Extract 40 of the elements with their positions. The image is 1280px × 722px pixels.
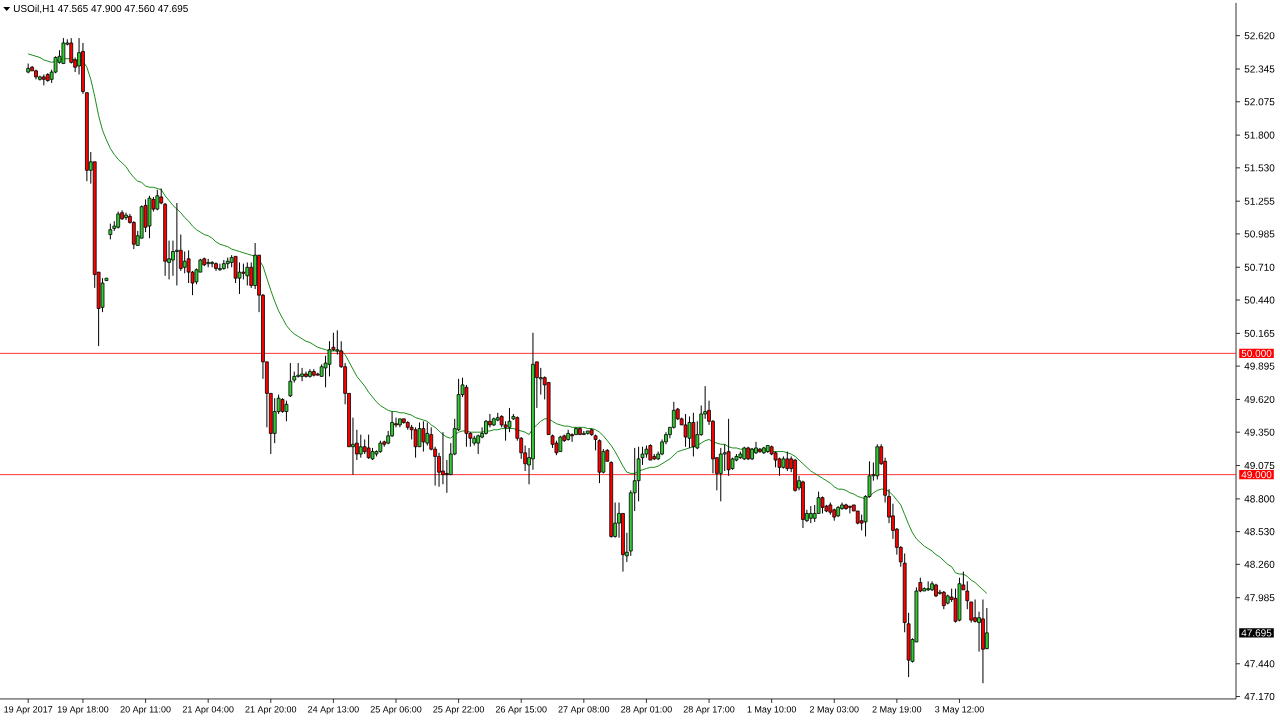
y-tick-label: 48.530 <box>1244 528 1275 536</box>
y-tick-label: 49.620 <box>1244 395 1275 403</box>
x-tick-label: 2 May 03:00 <box>809 706 859 715</box>
y-tick-label: 49.350 <box>1244 428 1275 436</box>
y-tick-label: 47.170 <box>1244 692 1275 701</box>
y-tick-label: 50.985 <box>1244 230 1275 238</box>
x-tick-label: 21 Apr 20:00 <box>245 706 297 715</box>
y-tick-label: 50.710 <box>1244 263 1275 271</box>
x-tick-label: 21 Apr 04:00 <box>182 706 234 715</box>
y-tick-label: 48.800 <box>1244 495 1275 503</box>
x-tick-label: 3 May 12:00 <box>935 706 984 715</box>
y-tick-label: 47.440 <box>1244 660 1275 668</box>
y-tick-label: 51.800 <box>1244 131 1275 139</box>
y-tick-label: 50.440 <box>1244 296 1275 304</box>
y-tick-label: 52.075 <box>1244 98 1275 106</box>
chart-title: USOil,H1 47.565 47.900 47.560 47.695 <box>13 4 188 14</box>
y-tick-label: 51.530 <box>1244 164 1275 172</box>
y-tick-label: 52.620 <box>1244 32 1275 40</box>
x-tick-label: 28 Apr 01:00 <box>621 706 672 715</box>
x-tick-label: 19 Apr 2017 <box>4 706 53 715</box>
y-tick-label: 50.165 <box>1244 329 1275 337</box>
y-tick-label: 51.255 <box>1244 197 1275 205</box>
x-tick-label: 28 Apr 17:00 <box>683 706 735 715</box>
y-tick-label: 49.895 <box>1244 362 1275 370</box>
x-tick-label: 2 May 19:00 <box>872 706 922 715</box>
y-tick-label: 48.260 <box>1244 560 1275 568</box>
x-tick-label: 19 Apr 18:00 <box>57 706 109 715</box>
x-tick-label: 20 Apr 11:00 <box>120 706 171 715</box>
x-tick-label: 27 Apr 08:00 <box>558 706 610 715</box>
ref-line-label: 49.000 <box>1241 471 1272 479</box>
text: 47.695 <box>1241 629 1272 637</box>
x-tick-label: 1 May 10:00 <box>747 706 797 715</box>
x-tick-label: 24 Apr 13:00 <box>308 706 359 715</box>
x-tick-label: 26 Apr 15:00 <box>495 706 547 715</box>
x-tick-label: 25 Apr 06:00 <box>370 706 422 715</box>
x-tick-label: 25 Apr 22:00 <box>433 706 485 715</box>
ref-line-label: 50.000 <box>1241 349 1272 357</box>
y-tick-label: 49.075 <box>1244 461 1275 470</box>
y-tick-label: 52.345 <box>1244 65 1275 73</box>
y-tick-label: 47.985 <box>1244 594 1275 602</box>
